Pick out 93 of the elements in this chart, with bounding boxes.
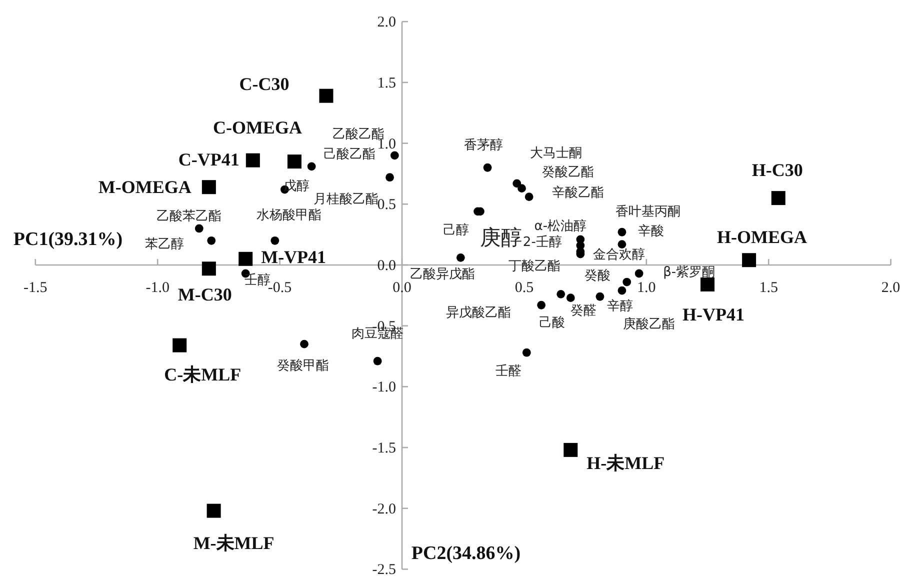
annotation: 大马士酮 <box>530 146 582 161</box>
annotation: 癸醛 <box>570 303 597 318</box>
annotation: 庚醇 <box>480 225 522 250</box>
annotation: 辛酸 <box>638 224 664 239</box>
y-tick-label: -2.0 <box>372 501 396 518</box>
point <box>618 240 626 248</box>
point <box>287 154 302 169</box>
annotation: 己酸乙酯 <box>324 146 376 162</box>
point <box>618 228 626 236</box>
annotation: 辛酸乙酯 <box>552 185 604 200</box>
x-tick-label: 2.0 <box>881 280 900 296</box>
annotation: 香叶基丙酮 <box>615 204 680 220</box>
point <box>456 253 465 262</box>
annotation: C-C30 <box>239 74 290 94</box>
x-tick-label: 1.0 <box>637 280 656 296</box>
annotation: α-松油醇 <box>534 218 587 234</box>
point <box>238 252 253 266</box>
point <box>202 180 216 194</box>
annotation: 苯乙醇 <box>144 237 184 252</box>
point <box>373 356 382 366</box>
point <box>319 88 334 103</box>
annotation: M-VP41 <box>261 246 326 267</box>
point <box>518 184 526 193</box>
x-tick-label: 1.5 <box>759 280 778 296</box>
annotation: 癸酸乙酯 <box>542 164 594 180</box>
annotation: 辛醇 <box>606 299 633 314</box>
y-tick-label: -2.5 <box>372 562 396 577</box>
point <box>246 153 260 168</box>
y-tick-label: 0.0 <box>377 258 396 274</box>
annotation: 丁酸乙酯 <box>508 259 560 274</box>
point <box>202 262 216 276</box>
annotation: 乙酸异戊酯 <box>410 267 476 282</box>
x-tick-label: 0.0 <box>392 280 412 296</box>
annotation: H-C30 <box>752 160 803 180</box>
point <box>634 269 644 278</box>
annotation: H-未MLF <box>586 452 665 473</box>
y-tick-label: 0.5 <box>377 197 396 214</box>
x-tick-label: 0.5 <box>514 280 534 296</box>
annotation: 戊醇 <box>284 179 310 194</box>
x-axis-title: PC1(39.31%) <box>13 228 123 250</box>
x-tick-label: -1.5 <box>24 280 48 296</box>
annotation: 香茅醇 <box>464 138 504 154</box>
annotation: 己醇 <box>442 222 469 238</box>
annotation: C-未MLF <box>164 364 242 384</box>
annotation: M-OMEGA <box>98 177 192 198</box>
annotation: 庚酸乙酯 <box>622 317 675 332</box>
y-tick-label: -1.5 <box>372 440 396 457</box>
annotation: M-未MLF <box>193 532 274 553</box>
annotation: 2-壬醇 <box>522 235 562 250</box>
point <box>307 162 316 171</box>
annotation: 月桂酸乙酯 <box>313 192 378 207</box>
point <box>618 286 626 295</box>
point <box>564 442 578 457</box>
point <box>537 300 546 310</box>
y-tick-label: 2.0 <box>377 14 396 31</box>
annotation: 异戊酸乙酯 <box>446 306 511 321</box>
point <box>300 340 308 348</box>
point <box>207 236 216 245</box>
point <box>742 253 756 268</box>
x-tick-label: -1.0 <box>146 280 170 296</box>
annotation: 癸酸甲酯 <box>277 358 330 374</box>
point <box>596 292 604 301</box>
annotation: H-VP41 <box>682 304 744 324</box>
annotation: β-紫罗酮 <box>663 264 716 280</box>
point <box>194 224 204 233</box>
y-axis-title: PC2(34.86%) <box>411 543 521 564</box>
annotation: 壬醛 <box>496 364 522 380</box>
annotation: 金合欢醇 <box>592 248 645 263</box>
annotation: 水杨酸甲酯 <box>256 208 322 224</box>
point <box>566 294 575 302</box>
annotation: H-OMEGA <box>717 227 808 248</box>
point <box>172 338 187 352</box>
point <box>512 179 522 188</box>
point <box>522 348 531 357</box>
y-tick-label: -1.0 <box>372 380 396 396</box>
annotation: 壬醇 <box>244 272 271 288</box>
point <box>556 290 566 298</box>
point <box>700 277 714 292</box>
point <box>390 151 399 160</box>
y-tick-label: 1.5 <box>377 75 396 92</box>
annotation: 乙酸苯乙酯 <box>156 208 222 224</box>
point <box>524 192 534 202</box>
point <box>771 191 786 206</box>
point <box>622 278 632 286</box>
point <box>206 504 221 518</box>
annotation: 癸酸 <box>584 268 610 284</box>
annotation: M-C30 <box>178 284 232 305</box>
annotation: C-VP41 <box>178 149 240 170</box>
point <box>386 173 394 182</box>
annotation: C-OMEGA <box>212 118 302 138</box>
point <box>483 163 492 172</box>
annotation: 己酸 <box>538 316 565 331</box>
point <box>270 236 280 245</box>
